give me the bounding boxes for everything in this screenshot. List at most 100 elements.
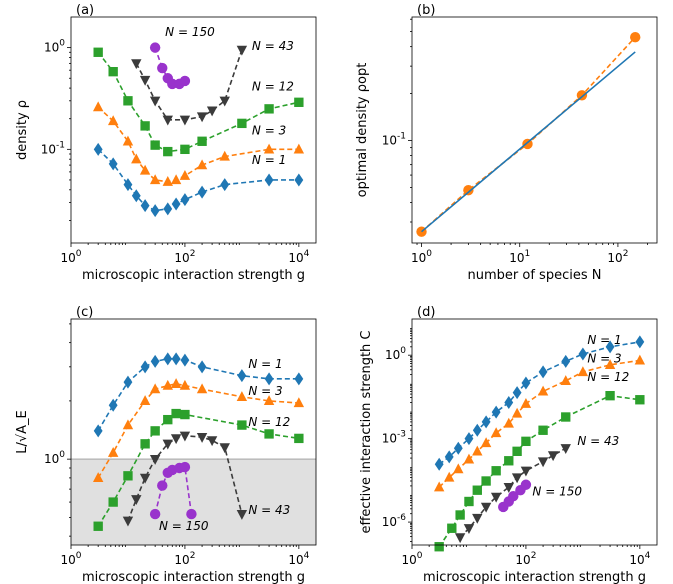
x-tick-label: 100 [401,551,422,567]
data-point [122,135,134,146]
data-point [163,146,173,157]
data-point [108,497,118,507]
series-n-43: N = 43 [131,39,294,126]
panel-d: 100 102 104 10-6 10-3 100 N = 1 N = 3 N = 12 N = … [359,305,658,584]
series-n-1: N = 1 [93,352,304,438]
data-point [444,450,454,464]
data-point [605,340,615,354]
data-point [131,495,142,506]
data-point [521,436,531,447]
x-tick-label: 104 [629,551,650,567]
series-annotation: N = 12 [252,79,294,93]
data-point [179,431,191,442]
data-point [237,118,247,129]
data-point [264,429,274,439]
data-point [503,417,514,428]
data-point [162,176,173,186]
data-point [122,516,134,527]
y-axis-label: optimal density ρopt [355,63,370,198]
data-point [171,352,181,366]
series-annotation: N = 12 [248,415,290,429]
data-point [219,443,230,454]
data-point [444,471,455,482]
data-point [521,376,531,390]
data-point [170,434,182,445]
series-line [420,36,636,233]
data-point [472,423,482,437]
series-annotation: N = 1 [587,333,621,347]
data-point [561,354,571,368]
x-axis-label: microscopic interaction strength g [423,570,646,584]
y-axis-label: density ρ [15,100,30,160]
data-point [206,436,218,447]
panel-label: (c) [76,305,93,320]
data-point [167,78,178,90]
data-point [294,433,304,444]
data-point [511,473,523,484]
x-tick-label: 102 [174,551,195,567]
y-tick-label: 10-3 [382,430,406,446]
data-point [139,75,151,86]
data-point [434,542,444,552]
data-point [171,197,181,211]
data-point [150,204,160,218]
series-n-43: N = 43 [454,434,619,544]
data-point [220,178,230,192]
data-point [508,491,519,502]
data-point [480,437,492,448]
data-point [93,424,103,438]
data-point [453,463,464,474]
data-point [131,59,142,70]
data-point [139,473,151,484]
data-point [170,174,182,185]
panel-label: (b) [417,3,435,18]
data-point [604,359,616,369]
data-point [107,446,119,457]
data-point [491,405,501,419]
data-point [170,378,182,389]
data-point [93,521,103,531]
series-fit [421,51,636,233]
plot-frame [70,318,317,546]
series-n-150: N = 150 [149,25,215,90]
series-n-3: N = 3 [92,378,305,483]
data-point [635,395,645,405]
data-point [131,153,142,164]
data-point [578,347,588,361]
data-point [504,395,514,409]
series-n-12: N = 12 [93,47,304,157]
data-point [157,480,168,491]
data-point [197,185,207,199]
panel-a: 100 102 104 10-1 100 N = 1 N = 3 N = 12 N = 43 N … [15,3,317,283]
data-point [547,451,559,462]
data-point [503,483,514,493]
data-point [150,354,160,368]
series-n-12: N = 12 [93,408,304,531]
data-point [180,409,190,420]
panel-c: 100 102 104 100 N = 1 N = 3 N = 12 N = 43 N = 15… [15,305,317,584]
data-point [150,140,160,150]
data-point [93,142,103,156]
series-n-1: N = 1 [93,142,304,218]
data-point [560,375,571,385]
data-point [504,456,514,466]
data-point [123,96,133,106]
data-point [150,426,160,436]
x-tick-label: 102 [607,249,628,265]
data-point [538,365,548,379]
data-point [520,479,532,490]
x-tick-label: 104 [288,551,309,567]
data-point [139,395,151,406]
data-point [179,461,191,473]
data-point [149,383,161,394]
data-point [180,144,190,155]
data-point [180,193,190,207]
series-line [97,383,299,479]
data-point [455,510,465,520]
data-point [453,441,463,455]
series-n-150: N = 150 [498,479,582,513]
data-point [634,354,646,365]
data-point [433,481,445,492]
data-point [577,366,589,377]
data-point [237,420,247,430]
